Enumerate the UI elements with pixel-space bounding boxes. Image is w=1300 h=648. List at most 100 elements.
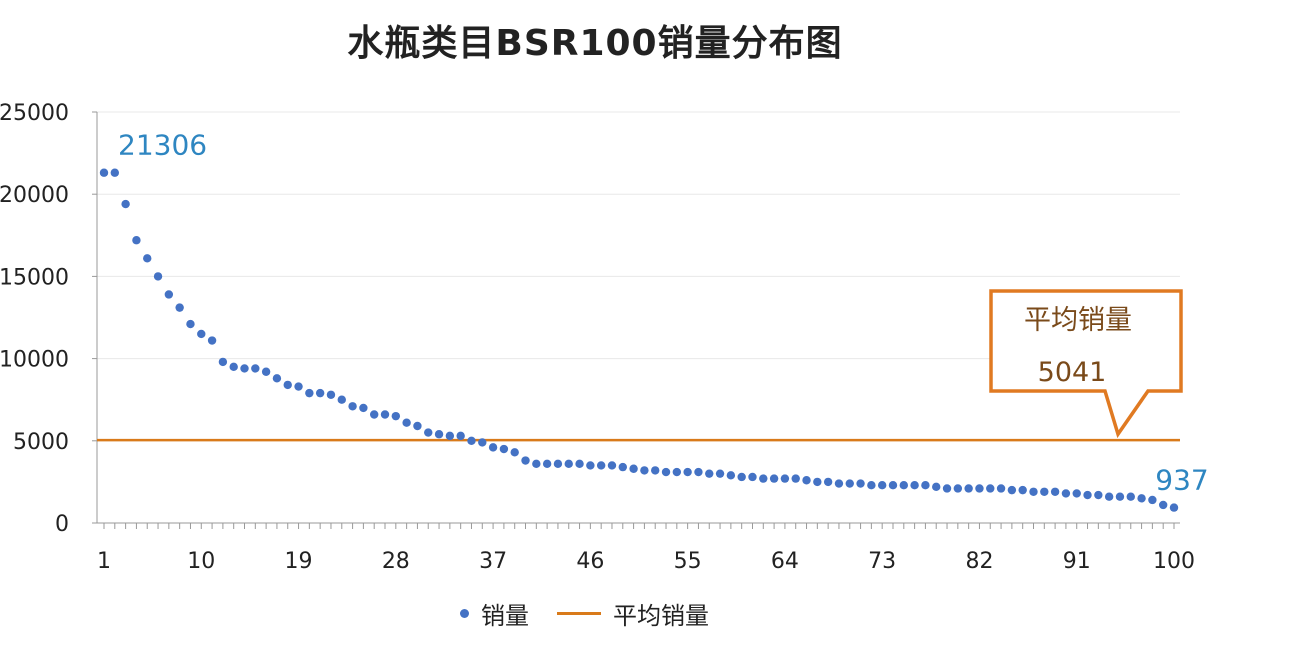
x-tick-label: 82 [965,549,993,574]
data-point [348,402,357,411]
legend-label-average: 平均销量 [613,602,709,630]
data-point [953,484,963,493]
data-point [413,421,422,431]
data-point [899,480,908,490]
data-label: 937 [1155,464,1208,497]
data-point [1050,487,1060,496]
data-point [737,472,746,482]
x-tick-label: 37 [479,549,507,574]
data-point [596,461,606,470]
data-point [456,431,465,441]
data-point [370,410,379,419]
data-point [380,410,390,419]
data-point [110,168,120,177]
data-point [661,467,671,477]
data-point [748,472,757,482]
data-point [1094,490,1103,500]
data-point [434,430,444,439]
data-point [813,477,822,487]
x-tick-label: 1 [97,549,111,574]
data-point [802,476,811,485]
data-point [1169,503,1179,512]
legend-label-sales: 销量 [481,602,529,630]
data-point [391,411,401,421]
data-point [575,459,584,469]
data-point [1061,489,1071,498]
data-point [175,303,184,312]
data-point [791,474,800,483]
x-tick-label: 64 [771,549,799,574]
data-point [834,479,844,488]
data-point [532,459,541,469]
data-point [1115,492,1125,501]
data-point [402,418,411,427]
data-point [629,464,638,473]
data-point [132,236,141,245]
y-tick-label: 0 [55,512,69,537]
data-point [283,380,292,390]
x-tick-label: 19 [285,549,313,574]
y-tick-label: 5000 [13,430,69,455]
data-point [867,480,876,490]
data-point [1137,494,1146,503]
data-point [1029,487,1038,496]
data-point [1072,489,1081,498]
data-point [888,480,898,490]
data-point [305,388,314,398]
data-point [715,469,725,478]
x-tick-label: 73 [868,549,896,574]
data-point [683,467,692,477]
data-point [975,484,984,493]
data-point [1126,492,1135,501]
data-point [705,469,714,478]
data-point [1018,485,1027,495]
data-point [942,484,952,493]
data-point [542,459,552,469]
data-point [445,431,455,441]
data-point [478,438,487,447]
data-point [672,467,682,477]
data-point [143,254,152,263]
data-point [769,474,779,483]
data-point [726,471,736,480]
data-point [337,395,346,404]
data-points [99,168,1179,512]
y-tick-label: 20000 [0,183,69,208]
data-point [467,436,476,445]
data-point [651,466,660,475]
legend-item-sales: 销量 [460,596,529,631]
data-point [121,199,130,209]
data-point [197,329,206,339]
callout-value: 5041 [1038,357,1107,388]
y-tick-label: 10000 [0,348,69,373]
data-point [359,403,368,413]
data-point [856,479,865,488]
x-tick-label: 28 [382,549,410,574]
data-point [759,474,768,483]
data-point [640,466,649,475]
data-point [780,474,790,483]
average-callout: 平均销量 5041 [989,289,1183,439]
data-point [272,374,282,383]
data-point [553,459,563,469]
data-point [424,428,433,437]
legend-marker-average [557,612,601,615]
data-point [315,388,325,398]
data-point [521,456,530,465]
x-tick-label: 46 [576,549,604,574]
data-point [694,467,703,477]
data-point [510,448,519,457]
data-point [294,382,303,391]
legend-item-average: 平均销量 [557,596,709,631]
data-point [251,364,260,373]
data-point [1104,492,1114,501]
data-point [1158,500,1168,510]
data-point [499,444,509,454]
data-point [996,484,1006,493]
data-point [845,479,854,488]
data-point [99,168,109,177]
data-point [910,480,919,490]
data-point [240,364,249,373]
data-point [564,459,573,469]
